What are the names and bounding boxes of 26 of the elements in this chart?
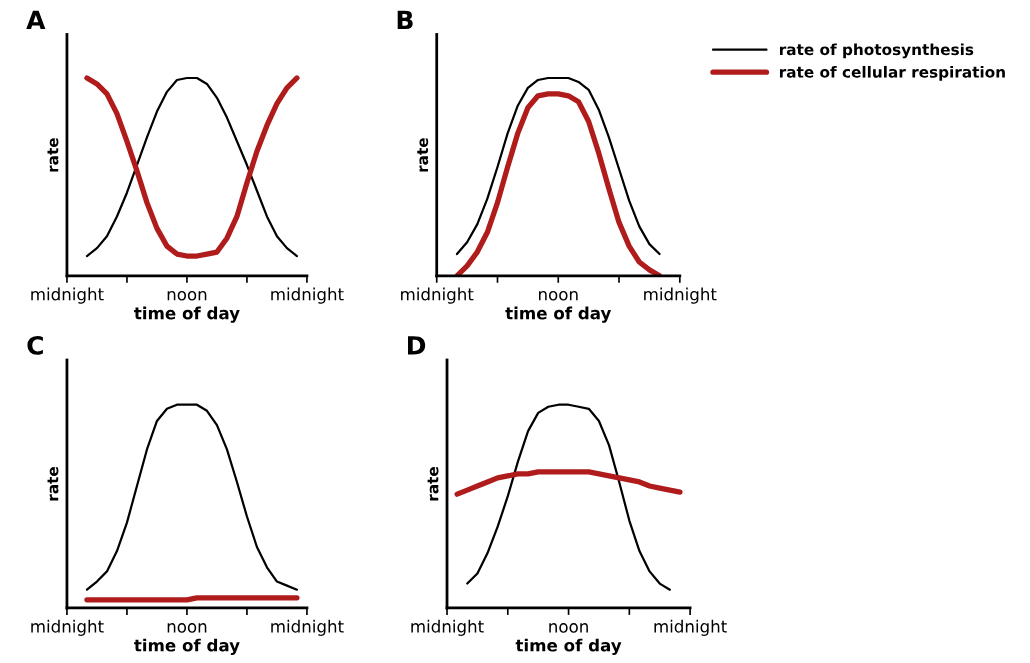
x-tick-label: midnight xyxy=(31,287,104,304)
x-tick-label: midnight xyxy=(654,619,727,636)
x-tick-label: midnight xyxy=(401,287,474,304)
x-axis-title: time of day xyxy=(505,306,612,323)
chart-title: B xyxy=(397,10,413,29)
x-tick-label: midnight xyxy=(644,287,717,304)
x-tick-label: midnight xyxy=(271,619,344,636)
y-axis-title: rate xyxy=(47,466,59,501)
legend-label: rate of cellular respiration xyxy=(779,65,1005,81)
chart-title: D xyxy=(407,336,426,355)
chart-title: A xyxy=(26,10,46,29)
x-axis-title: time of day xyxy=(134,306,240,323)
x-tick-label: noon xyxy=(539,290,578,301)
x-axis-title: time of day xyxy=(515,638,622,655)
x-tick-label: noon xyxy=(167,623,207,633)
legend-label: rate of photosynthesis xyxy=(779,43,974,59)
y-axis-title: rate xyxy=(47,138,59,172)
y-axis-title: rate xyxy=(417,138,429,172)
y-axis-title: rate xyxy=(427,466,439,501)
x-tick-label: midnight xyxy=(31,619,104,636)
x-tick-label: noon xyxy=(549,623,588,633)
x-tick-label: noon xyxy=(167,290,207,301)
chart-title: C xyxy=(27,335,43,355)
x-axis-title: time of day xyxy=(134,638,240,655)
x-tick-label: midnight xyxy=(411,619,484,636)
x-tick-label: midnight xyxy=(271,287,344,304)
